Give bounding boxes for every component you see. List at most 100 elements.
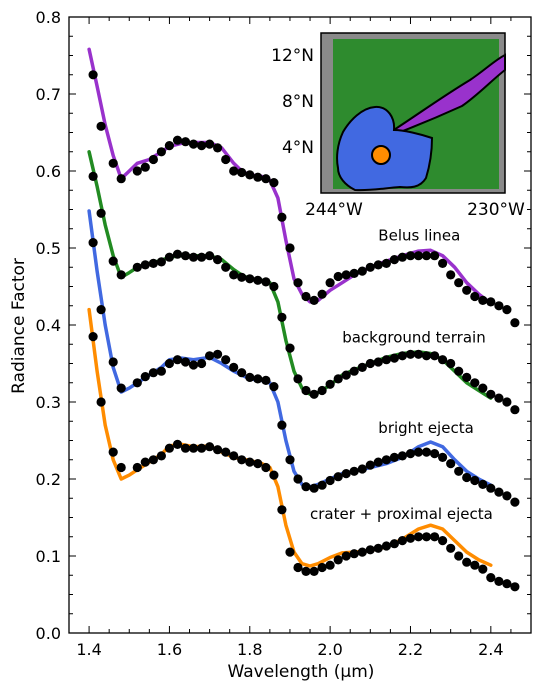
- data-point-bright-ejecta: [317, 480, 327, 490]
- y-tick-label: 0.4: [36, 316, 61, 335]
- data-point-belus-linea: [478, 295, 488, 305]
- data-point-crater-proximal-ejecta: [180, 443, 191, 453]
- data-point-crater-proximal-ejecta: [213, 445, 223, 455]
- data-point-crater-proximal-ejecta: [172, 439, 183, 449]
- y-tick-label: 0.7: [36, 85, 61, 104]
- y-axis-label: Radiance Factor: [9, 258, 29, 394]
- data-point-crater-proximal-ejecta: [333, 555, 343, 565]
- data-point-crater-proximal-ejecta: [164, 443, 174, 453]
- data-point-bright-ejecta: [381, 455, 391, 465]
- data-point-background-terrain: [502, 397, 512, 407]
- data-point-bright-ejecta: [405, 449, 416, 459]
- data-point-bright-ejecta: [197, 358, 207, 369]
- data-point-crater-proximal-ejecta: [389, 539, 399, 549]
- data-point-belus-linea: [317, 289, 327, 299]
- data-point-bright-ejecta: [430, 449, 440, 459]
- data-point-crater-proximal-ejecta: [341, 551, 351, 561]
- data-point-background-terrain: [421, 351, 432, 361]
- data-point-background-terrain: [205, 251, 215, 261]
- x-tick-label: 2.2: [398, 640, 423, 659]
- data-point-crater-proximal-ejecta: [454, 551, 464, 561]
- data-point-belus-linea: [245, 170, 255, 180]
- data-point-belus-linea: [373, 260, 383, 270]
- data-point-background-terrain: [245, 274, 255, 284]
- data-point-belus-linea: [88, 70, 98, 80]
- data-point-belus-linea: [494, 301, 504, 311]
- data-point-bright-ejecta: [438, 452, 448, 462]
- data-point-bright-ejecta: [478, 479, 488, 489]
- data-point-crater-proximal-ejecta: [438, 536, 448, 546]
- data-point-background-terrain: [148, 258, 158, 268]
- data-point-background-terrain: [188, 252, 199, 262]
- data-point-belus-linea: [462, 285, 472, 295]
- inset-lon-label-244w: 244°W: [305, 200, 363, 220]
- series-annotation-belus-linea: Belus linea: [378, 226, 460, 244]
- data-point-belus-linea: [454, 278, 464, 288]
- data-point-crater-proximal-ejecta: [285, 547, 295, 557]
- data-point-belus-linea: [357, 266, 367, 276]
- data-point-bright-ejecta: [293, 474, 303, 484]
- data-point-bright-ejecta: [341, 469, 351, 479]
- data-point-crater-proximal-ejecta: [88, 332, 98, 342]
- data-point-background-terrain: [156, 257, 166, 267]
- series-line-belus-linea: [87, 47, 493, 306]
- data-point-bright-ejecta: [88, 238, 98, 248]
- data-point-belus-linea: [197, 141, 207, 151]
- data-point-background-terrain: [494, 393, 504, 403]
- data-point-belus-linea: [413, 251, 424, 261]
- data-point-bright-ejecta: [261, 375, 271, 385]
- data-point-bright-ejecta: [229, 362, 239, 372]
- data-point-belus-linea: [309, 295, 319, 305]
- data-point-crater-proximal-ejecta: [502, 579, 512, 589]
- y-tick-label: 0.2: [36, 470, 61, 489]
- data-point-crater-proximal-ejecta: [365, 545, 375, 555]
- data-point-belus-linea: [301, 291, 311, 302]
- inset-lon-label-230w: 230°W: [467, 200, 525, 220]
- inset-map-frame: [320, 32, 506, 194]
- data-point-background-terrain: [213, 255, 223, 265]
- data-point-crater-proximal-ejecta: [108, 447, 118, 457]
- data-point-belus-linea: [333, 271, 343, 282]
- data-point-bright-ejecta: [132, 378, 142, 388]
- data-point-background-terrain: [413, 349, 424, 359]
- data-point-bright-ejecta: [301, 482, 311, 492]
- data-point-bright-ejecta: [285, 455, 295, 465]
- data-point-crater-proximal-ejecta: [293, 562, 303, 573]
- data-point-crater-proximal-ejecta: [325, 560, 335, 570]
- data-point-crater-proximal-ejecta: [462, 557, 472, 567]
- data-point-belus-linea: [156, 147, 166, 157]
- data-point-belus-linea: [430, 251, 440, 261]
- data-point-belus-linea: [389, 255, 399, 265]
- data-point-crater-proximal-ejecta: [237, 455, 247, 465]
- data-point-background-terrain: [269, 281, 279, 292]
- data-point-bright-ejecta: [108, 357, 118, 367]
- data-point-belus-linea: [164, 141, 174, 151]
- data-point-bright-ejecta: [245, 372, 255, 382]
- data-point-background-terrain: [164, 252, 174, 262]
- data-point-bright-ejecta: [373, 457, 383, 467]
- data-point-crater-proximal-ejecta: [430, 532, 440, 542]
- data-point-bright-ejecta: [486, 483, 496, 493]
- data-point-background-terrain: [293, 374, 303, 384]
- data-point-bright-ejecta: [510, 497, 520, 507]
- data-point-belus-linea: [261, 174, 271, 184]
- data-point-belus-linea: [470, 291, 480, 302]
- series-annotation-crater-proximal-ejecta: crater + proximal ejecta: [310, 505, 493, 523]
- data-point-belus-linea: [341, 270, 351, 280]
- y-tick-label: 0.1: [36, 547, 61, 566]
- data-point-belus-linea: [277, 212, 287, 222]
- data-point-background-terrain: [325, 379, 335, 389]
- data-point-background-terrain: [237, 272, 247, 282]
- inset-lat-label-8n: 8°N: [282, 92, 314, 112]
- data-point-background-terrain: [309, 389, 319, 399]
- y-tick-label: 0.5: [36, 239, 61, 258]
- series-annotation-bright-ejecta: bright ejecta: [378, 419, 473, 437]
- data-point-bright-ejecta: [156, 366, 166, 376]
- data-point-crater-proximal-ejecta: [229, 451, 239, 461]
- data-point-bright-ejecta: [462, 472, 472, 483]
- data-point-belus-linea: [349, 268, 359, 278]
- data-point-belus-linea: [229, 166, 239, 176]
- data-point-belus-linea: [237, 167, 247, 178]
- data-point-bright-ejecta: [188, 360, 199, 370]
